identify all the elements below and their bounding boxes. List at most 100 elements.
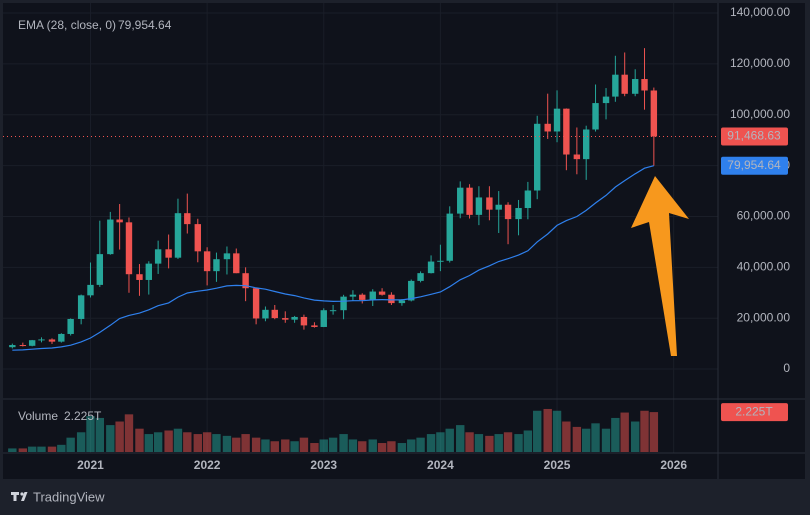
volume-bar: [543, 408, 552, 452]
candle-body: [282, 318, 289, 320]
annotation-arrow: [631, 176, 689, 356]
candle-body: [252, 288, 260, 319]
candle-body: [621, 74, 628, 94]
candle-body: [291, 316, 298, 320]
candle-body: [504, 204, 512, 220]
candle-body: [184, 213, 191, 225]
plot: [3, 48, 718, 452]
candle-body: [107, 219, 114, 255]
volume-bar: [232, 437, 241, 452]
candle-body: [582, 129, 590, 160]
volume-bar: [485, 435, 494, 452]
candle-body: [329, 310, 337, 312]
x-tick-label: 2021: [77, 458, 104, 472]
candle-body: [563, 108, 570, 155]
candle-body: [116, 219, 123, 223]
candle-body: [223, 253, 231, 260]
candle-body: [38, 339, 45, 341]
volume-bar: [37, 446, 46, 452]
x-tick-label: 2022: [194, 458, 221, 472]
candle-body: [641, 79, 648, 91]
candle-body: [300, 316, 308, 326]
candle-body: [311, 325, 318, 327]
volume-bar: [173, 428, 183, 452]
candle-body: [388, 294, 395, 304]
volume-bar: [552, 410, 562, 452]
candle-body: [165, 249, 172, 258]
volume-bar: [494, 434, 503, 452]
volume-bar: [319, 439, 328, 452]
volume-badge-bg: [721, 403, 788, 422]
candle-body: [457, 187, 464, 214]
volume-bar: [416, 437, 425, 452]
volume-bar: [465, 432, 474, 452]
volume-bar: [95, 417, 105, 452]
ema-badge-bg: [721, 156, 788, 175]
y-tick-label: 40,000.00: [737, 260, 791, 274]
candle-body: [87, 284, 94, 296]
volume-legend: Volume: [18, 409, 58, 423]
candle-body: [340, 296, 347, 311]
volume-bar: [241, 434, 250, 452]
candle-body: [631, 79, 639, 94]
volume-bar: [348, 439, 358, 452]
candle-body: [96, 254, 104, 285]
volume-bar: [620, 412, 629, 452]
x-tick-label: 2026: [660, 458, 687, 472]
y-tick-label: 140,000.00: [730, 5, 790, 19]
volume-bar: [562, 421, 571, 452]
candle-body: [446, 213, 453, 261]
volume-bar: [57, 444, 66, 452]
price-badge: 91,468.63: [727, 129, 781, 143]
volume-bar: [106, 425, 115, 452]
candle-body: [495, 204, 502, 210]
candle-body: [650, 90, 658, 137]
candle-body: [271, 309, 278, 319]
brand-name: TradingView: [33, 489, 105, 504]
volume-bar: [456, 425, 465, 452]
brand-logo: [11, 492, 28, 501]
candle-body: [573, 154, 581, 160]
candle-body: [475, 197, 483, 215]
volume-bar: [377, 443, 387, 452]
volume-bar: [251, 437, 261, 452]
candle-body: [67, 318, 74, 334]
x-tick-label: 2024: [427, 458, 454, 472]
chart-panel: [3, 3, 805, 479]
candle-body: [515, 208, 522, 220]
volume-bar: [572, 426, 582, 452]
candle-body: [77, 295, 85, 319]
volume-bar: [193, 434, 202, 452]
candle-body: [125, 222, 133, 275]
candle-body: [320, 310, 327, 327]
volume-bar: [212, 434, 221, 452]
candle-body: [534, 123, 541, 191]
volume-bar: [261, 439, 270, 452]
candle-body: [612, 74, 619, 97]
y-tick-label: 60,000.00: [737, 209, 791, 223]
candle-body: [242, 273, 249, 289]
candle-body: [398, 300, 406, 304]
candle-body: [466, 187, 473, 215]
volume-bar: [407, 439, 416, 452]
x-tick-label: 2023: [310, 458, 337, 472]
ema-legend-value: 79,954.64: [118, 18, 172, 32]
volume-bar: [474, 434, 484, 452]
volume-bar: [630, 421, 640, 452]
x-tick-label: 2025: [544, 458, 571, 472]
candle-body: [174, 213, 182, 258]
volume-bar: [281, 439, 290, 452]
labels: 020,000.0040,000.0060,000.0080,000.00100…: [77, 5, 790, 472]
candle-body: [427, 261, 435, 274]
volume-bar: [601, 428, 611, 452]
ema-legend: EMA (28, close, 0): [18, 18, 116, 32]
price-badge-bg: [721, 127, 788, 146]
volume-bar: [503, 432, 513, 452]
volume-bar: [328, 437, 338, 452]
candle-body: [233, 253, 240, 274]
volume-bar: [339, 434, 348, 452]
candle-body: [369, 291, 376, 300]
candle-body: [194, 224, 201, 252]
candle-body: [154, 249, 162, 264]
candle-body: [544, 123, 551, 132]
